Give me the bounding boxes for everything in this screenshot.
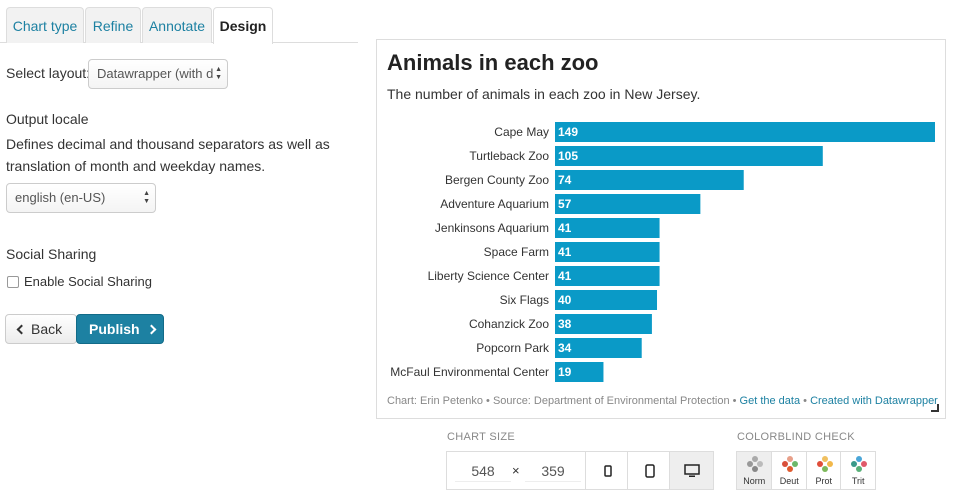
phone-small-icon: [603, 464, 612, 477]
get-the-data-link[interactable]: Get the data: [739, 395, 801, 407]
select-arrows-icon: ▲ ▼: [143, 190, 150, 205]
social-sharing-title: Social Sharing: [6, 246, 97, 262]
chart-preview: Animals in each zoo The number of animal…: [376, 39, 946, 419]
colorblind-check-controls: Norm Deut Prot Trit: [736, 451, 876, 490]
bar-category-label: Cape May: [494, 125, 549, 139]
times-sign: ×: [512, 463, 520, 478]
chart-subtitle: The number of animals in each zoo in New…: [387, 86, 701, 102]
bar: [555, 362, 604, 382]
chart-credit: Chart: Erin Petenko • Source: Department…: [387, 395, 740, 407]
bar-category-label: Turtleback Zoo: [469, 149, 549, 163]
palette-dots-icon: [747, 456, 763, 472]
layout-select[interactable]: Datawrapper (with d ▲ ▼: [88, 59, 228, 89]
back-button[interactable]: Back: [5, 314, 77, 344]
colorblind-deut-button[interactable]: Deut: [771, 452, 806, 489]
bar-value-label: 105: [558, 149, 578, 163]
bar-value-label: 41: [558, 221, 572, 235]
bar-category-label: Adventure Aquarium: [440, 197, 549, 211]
social-sharing-label[interactable]: Enable Social Sharing: [24, 274, 152, 289]
chart-footer: Chart: Erin Petenko • Source: Department…: [387, 395, 938, 407]
bar-category-label: Six Flags: [500, 293, 549, 307]
bar: [555, 290, 658, 310]
output-locale-title: Output locale: [6, 111, 89, 127]
chart-title: Animals in each zoo: [387, 50, 599, 75]
bar-value-label: 41: [558, 245, 572, 259]
chart-size-label: CHART SIZE: [447, 431, 515, 443]
bar-value-label: 41: [558, 269, 572, 283]
bar-category-label: Cohanzick Zoo: [469, 317, 549, 331]
colorblind-norm-button[interactable]: Norm: [737, 452, 772, 489]
select-layout-label: Select layout:: [6, 65, 91, 81]
bar-category-label: Liberty Science Center: [428, 269, 549, 283]
resize-handle-icon[interactable]: [931, 404, 939, 412]
tab-refine[interactable]: Refine: [85, 7, 141, 43]
publish-button-label: Publish: [89, 321, 140, 337]
created-with-datawrapper-link[interactable]: Created with Datawrapper: [810, 395, 938, 407]
bar: [555, 194, 701, 214]
chevron-left-icon: [16, 324, 27, 335]
locale-select-value: english (en-US): [15, 190, 106, 205]
bar-value-label: 57: [558, 197, 572, 211]
colorblind-norm-label: Norm: [743, 476, 766, 486]
bar-value-label: 34: [558, 341, 572, 355]
colorblind-prot-button[interactable]: Prot: [805, 452, 841, 489]
palette-dots-icon: [851, 456, 868, 472]
social-sharing-checkbox[interactable]: [7, 276, 19, 288]
bar-category-label: Bergen County Zoo: [445, 173, 549, 187]
tab-design[interactable]: Design: [213, 7, 273, 44]
bar: [555, 338, 642, 358]
bar: [555, 122, 935, 142]
palette-dots-icon: [816, 456, 833, 472]
chart-size-controls: 548 × 359: [446, 451, 714, 490]
bar: [555, 314, 652, 334]
bar: [555, 170, 744, 190]
colorblind-check-label: COLORBLIND CHECK: [737, 431, 855, 443]
bar-category-label: Jenkinsons Aquarium: [435, 221, 549, 235]
bar-category-label: McFaul Environmental Center: [390, 365, 549, 379]
back-button-label: Back: [31, 321, 63, 337]
tab-chart-type[interactable]: Chart type: [6, 7, 84, 43]
tab-annotate[interactable]: Annotate: [142, 7, 212, 43]
bar: [555, 266, 660, 286]
locale-select[interactable]: english (en-US) ▲ ▼: [6, 183, 156, 213]
bar-category-label: Space Farm: [484, 245, 549, 259]
chart-height-input[interactable]: 359: [525, 460, 581, 482]
footer-separator: •: [800, 395, 811, 407]
bar-chart: Cape May 149 Turtleback Zoo 105 Bergen Count…: [390, 122, 935, 382]
palette-dots-icon: [782, 456, 799, 472]
colorblind-prot-label: Prot: [815, 476, 832, 486]
chevron-right-icon: [146, 324, 157, 335]
bar-value-label: 19: [558, 365, 572, 379]
output-locale-description: Defines decimal and thousand separators …: [6, 136, 330, 174]
publish-button[interactable]: Publish: [76, 314, 164, 344]
desktop-icon: [683, 463, 700, 477]
bar: [555, 218, 660, 238]
colorblind-trit-button[interactable]: Trit: [840, 452, 875, 489]
editor-tabs: Chart type Refine Annotate Design: [0, 0, 358, 44]
bar-value-label: 40: [558, 293, 572, 307]
bar: [555, 146, 823, 166]
bar-value-label: 149: [558, 125, 578, 139]
bar-category-label: Popcorn Park: [476, 341, 550, 355]
chart-width-input[interactable]: 548: [455, 460, 511, 482]
colorblind-deut-label: Deut: [779, 476, 799, 486]
phone-icon: [644, 463, 655, 478]
colorblind-trit-label: Trit: [851, 476, 865, 486]
bar-value-label: 74: [558, 173, 572, 187]
select-arrows-icon: ▲ ▼: [215, 66, 222, 81]
mobile-size-button[interactable]: [627, 452, 671, 489]
layout-select-value: Datawrapper (with d: [97, 66, 214, 81]
mobile-small-size-button[interactable]: [585, 452, 629, 489]
bar-value-label: 38: [558, 317, 572, 331]
desktop-size-button[interactable]: [669, 452, 713, 489]
bar: [555, 242, 660, 262]
